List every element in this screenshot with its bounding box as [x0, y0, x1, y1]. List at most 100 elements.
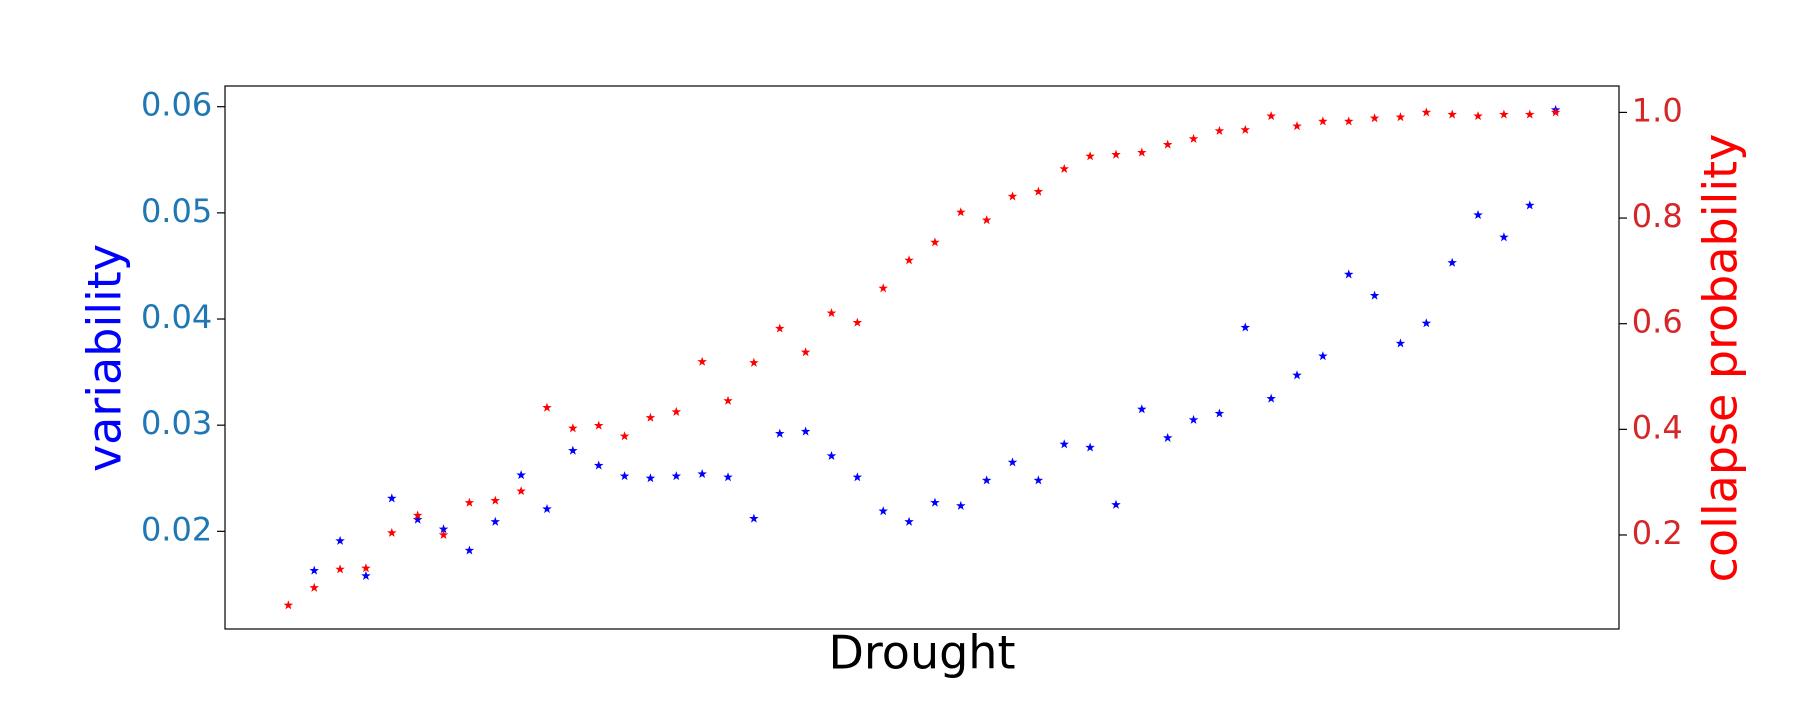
data-point	[904, 255, 914, 265]
data-point	[956, 500, 966, 510]
data-point	[749, 357, 759, 367]
data-point	[1085, 442, 1095, 452]
data-point	[1137, 147, 1147, 157]
data-point	[283, 600, 294, 610]
data-point	[878, 506, 888, 516]
data-point	[387, 527, 397, 537]
y2-tick-label: 0.2	[1632, 514, 1683, 552]
data-point	[671, 471, 682, 481]
data-point	[309, 565, 319, 575]
data-point	[542, 504, 552, 514]
data-point	[1395, 112, 1406, 122]
data-point	[826, 308, 837, 318]
data-point	[412, 510, 423, 520]
data-point	[1369, 290, 1380, 300]
data-point	[361, 570, 371, 580]
data-point	[1292, 121, 1302, 131]
y-tick-label: 0.02	[141, 510, 212, 548]
data-point	[1447, 257, 1457, 267]
data-point	[1033, 475, 1044, 485]
data-point	[619, 431, 630, 441]
y2-axis-label: collapse probability	[1694, 134, 1748, 583]
data-point	[1550, 107, 1561, 117]
data-point	[490, 516, 501, 526]
data-point	[775, 428, 785, 438]
data-point	[723, 472, 733, 482]
data-point	[1188, 414, 1199, 424]
y-tick-label: 0.04	[141, 298, 212, 336]
data-point	[1240, 322, 1251, 332]
data-point	[1525, 109, 1535, 119]
data-point	[930, 497, 940, 507]
data-point	[568, 423, 578, 433]
data-point	[1369, 113, 1380, 123]
plot-frame	[224, 85, 1620, 630]
y2-tick-label: 0.6	[1632, 303, 1683, 341]
data-point	[1007, 191, 1018, 201]
data-point	[542, 402, 552, 412]
data-point	[723, 395, 733, 405]
data-point	[1499, 109, 1509, 119]
x-axis-label: Drought	[828, 626, 1015, 680]
data-point	[1214, 408, 1225, 418]
data-point	[1059, 439, 1069, 449]
data-point	[775, 323, 785, 333]
data-point	[1525, 200, 1535, 210]
data-point	[852, 317, 863, 327]
data-point	[593, 420, 604, 430]
data-point	[1343, 269, 1354, 279]
data-point	[335, 564, 345, 574]
data-point	[697, 356, 707, 366]
data-point	[1214, 125, 1225, 135]
data-point	[1162, 432, 1173, 442]
data-point	[1447, 109, 1457, 119]
data-point	[1007, 457, 1018, 467]
data-point	[1421, 107, 1432, 117]
y-tick-label: 0.05	[141, 192, 212, 230]
data-point	[438, 529, 449, 540]
data-point	[1473, 111, 1483, 121]
data-point	[1499, 232, 1509, 242]
data-point	[1343, 116, 1354, 126]
y-tick-label: 0.06	[141, 86, 212, 124]
data-point	[981, 215, 992, 225]
data-point	[1137, 404, 1147, 414]
data-point	[1266, 393, 1276, 403]
data-point	[568, 445, 578, 455]
data-point	[852, 472, 863, 482]
data-point	[1111, 499, 1121, 509]
y-axis-label: variability	[78, 244, 132, 472]
data-point	[981, 475, 992, 485]
data-point	[1059, 163, 1069, 173]
data-point	[826, 450, 837, 461]
data-point	[697, 469, 707, 479]
data-point	[1421, 318, 1432, 328]
data-point	[749, 513, 759, 523]
data-point	[1266, 111, 1276, 121]
y2-tick-label: 0.8	[1632, 197, 1683, 235]
data-point	[800, 426, 811, 436]
data-point	[1395, 338, 1406, 348]
data-point	[1240, 124, 1251, 134]
data-point	[593, 460, 604, 470]
data-point	[645, 412, 656, 422]
data-point	[309, 582, 319, 592]
data-point	[387, 493, 397, 503]
y-tick-label: 0.03	[141, 404, 212, 442]
data-point	[619, 471, 630, 481]
data-point	[671, 406, 682, 416]
y2-tick-label: 0.4	[1632, 408, 1683, 446]
data-point	[412, 514, 423, 524]
data-point	[464, 497, 475, 507]
data-point	[464, 545, 475, 555]
data-point	[1318, 351, 1328, 361]
data-point	[904, 516, 914, 526]
data-point	[335, 535, 345, 545]
y2-tick-label: 1.0	[1632, 91, 1683, 129]
data-point	[878, 283, 888, 293]
data-point	[516, 470, 526, 480]
data-point	[645, 473, 656, 483]
data-point	[1033, 186, 1044, 196]
data-point	[800, 347, 811, 357]
